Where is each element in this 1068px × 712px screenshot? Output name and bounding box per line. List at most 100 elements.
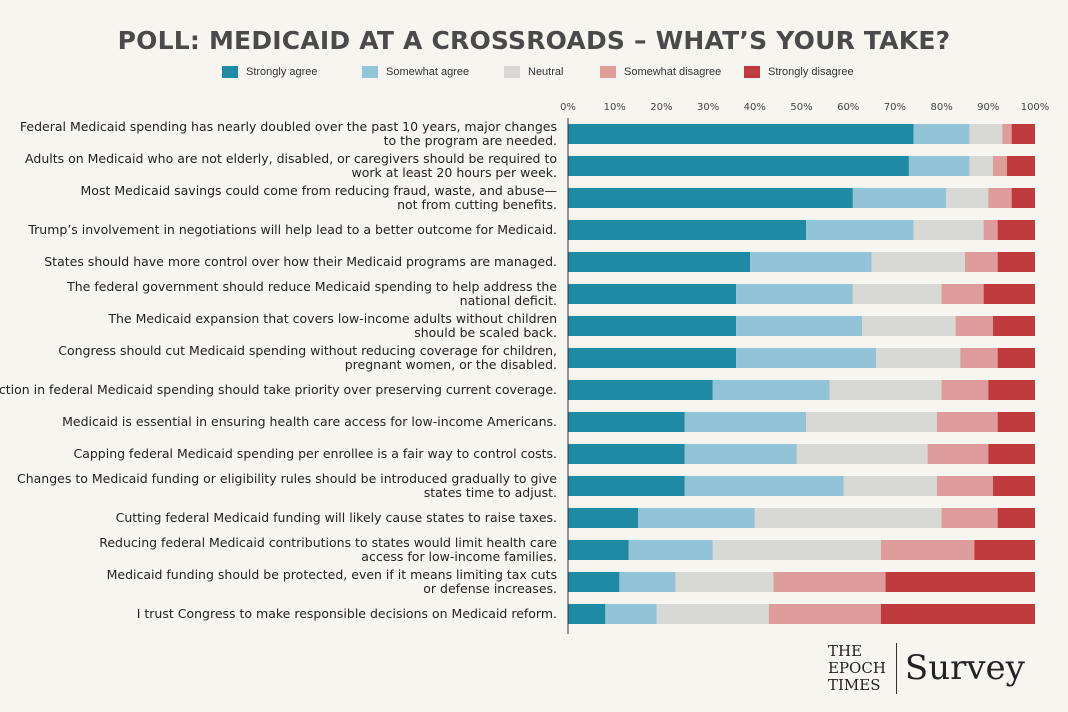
bar-segment-neutral [970,124,1003,144]
x-tick-label: 50% [790,102,812,113]
bar-segment-neutral [914,220,984,240]
bar-segment-neutral [797,444,928,464]
bar-segment-somewhat-agree [619,572,675,592]
bar-segment-somewhat-agree [713,380,830,400]
bar-segment-strongly-agree [568,156,909,176]
bar-segment-neutral [853,284,942,304]
brand-word: Survey [897,648,1025,688]
bar-segment-neutral [657,604,769,624]
bar-segment-somewhat-disagree [937,476,993,496]
bar-segment-somewhat-agree [736,348,876,368]
bar-segment-somewhat-disagree [993,156,1007,176]
bar-segment-strongly-disagree [984,284,1035,304]
bar-segment-neutral [755,508,942,528]
bar-segment-somewhat-agree [629,540,713,560]
category-label: I trust Congress to make responsible dec… [137,606,557,621]
bar-segment-somewhat-agree [909,156,970,176]
x-tick-label: 60% [837,102,859,113]
bar-segment-strongly-agree [568,508,638,528]
bar-segment-somewhat-agree [736,284,853,304]
x-tick-label: 100% [1021,102,1050,113]
bar-segment-somewhat-agree [853,188,946,208]
category-label: Adults on Medicaid who are not elderly, … [25,151,557,180]
bar-segment-strongly-agree [568,476,685,496]
x-tick-label: 70% [884,102,906,113]
bar-segment-somewhat-agree [750,252,871,272]
category-label: Medicaid is essential in ensuring health… [62,414,557,429]
bar-segment-somewhat-agree [914,124,970,144]
category-label: Federal Medicaid spending has nearly dou… [20,119,557,148]
bar-segment-strongly-agree [568,188,853,208]
bar-segment-somewhat-disagree [942,380,989,400]
x-tick-label: 80% [930,102,952,113]
category-label: Medicaid funding should be protected, ev… [107,567,557,596]
bar-segment-somewhat-agree [685,444,797,464]
bar-segment-somewhat-disagree [988,188,1011,208]
category-label: Most Medicaid savings could come from re… [81,183,557,212]
stacked-bar-chart: 0% 10% 20% 30% 40% 50% 60% 70% 80% 90% 100%Federal… [0,0,1068,712]
bar-segment-somewhat-disagree [881,540,974,560]
bar-segment-somewhat-disagree [773,572,885,592]
bar-segment-strongly-agree [568,252,750,272]
bar-segment-strongly-disagree [998,348,1035,368]
bar-segment-strongly-disagree [998,252,1035,272]
x-tick-label: 10% [604,102,626,113]
bar-segment-neutral [862,316,955,336]
bar-segment-somewhat-disagree [942,508,998,528]
category-label: The Medicaid expansion that covers low-i… [107,311,557,340]
category-label: Reducing federal Medicaid contributions … [99,535,557,564]
bar-segment-neutral [876,348,960,368]
x-tick-label: 30% [697,102,719,113]
bar-segment-strongly-disagree [1012,188,1035,208]
bar-segment-strongly-agree [568,220,806,240]
bar-segment-neutral [713,540,881,560]
bar-segment-strongly-disagree [1007,156,1035,176]
bar-segment-strongly-disagree [988,380,1035,400]
bar-segment-neutral [946,188,988,208]
bar-segment-neutral [844,476,937,496]
brand-name: THE EPOCH TIMES [828,643,897,694]
bar-segment-strongly-disagree [974,540,1035,560]
bar-segment-somewhat-disagree [769,604,881,624]
bar-segment-strongly-agree [568,284,736,304]
bar-segment-strongly-disagree [881,604,1035,624]
bar-segment-neutral [872,252,965,272]
bar-segment-somewhat-disagree [965,252,998,272]
x-tick-label: 20% [650,102,672,113]
category-label: Trump’s involvement in negotiations will… [27,222,557,237]
bar-segment-somewhat-agree [605,604,656,624]
category-label: States should have more control over how… [44,254,557,269]
category-label: A reduction in federal Medicaid spending… [0,382,557,397]
bar-segment-strongly-agree [568,412,685,432]
category-label: Cutting federal Medicaid funding will li… [116,510,557,525]
bar-segment-strongly-disagree [993,476,1035,496]
x-tick-label: 0% [560,102,576,113]
bar-segment-strongly-agree [568,572,619,592]
bar-segment-somewhat-disagree [928,444,989,464]
bar-segment-neutral [970,156,993,176]
bar-segment-strongly-agree [568,444,685,464]
bar-segment-strongly-disagree [998,508,1035,528]
bar-segment-strongly-agree [568,348,736,368]
bar-segment-somewhat-disagree [960,348,997,368]
brand-logo: THE EPOCH TIMES Survey [828,640,1025,696]
bar-segment-somewhat-disagree [937,412,998,432]
x-tick-label: 90% [977,102,999,113]
bar-segment-neutral [675,572,773,592]
bar-segment-somewhat-disagree [984,220,998,240]
category-label: Changes to Medicaid funding or eligibili… [17,471,557,500]
bar-segment-somewhat-disagree [1002,124,1011,144]
bar-segment-somewhat-agree [736,316,862,336]
bar-segment-somewhat-agree [685,476,844,496]
bar-segment-strongly-disagree [1012,124,1035,144]
bar-segment-strongly-agree [568,380,713,400]
bar-segment-strongly-disagree [988,444,1035,464]
category-label: The federal government should reduce Med… [66,279,557,308]
bar-segment-strongly-disagree [886,572,1035,592]
bar-segment-neutral [806,412,937,432]
bar-segment-somewhat-agree [685,412,806,432]
bar-segment-neutral [830,380,942,400]
category-label: Congress should cut Medicaid spending wi… [58,343,557,372]
bar-segment-somewhat-agree [638,508,755,528]
bar-segment-somewhat-agree [806,220,913,240]
